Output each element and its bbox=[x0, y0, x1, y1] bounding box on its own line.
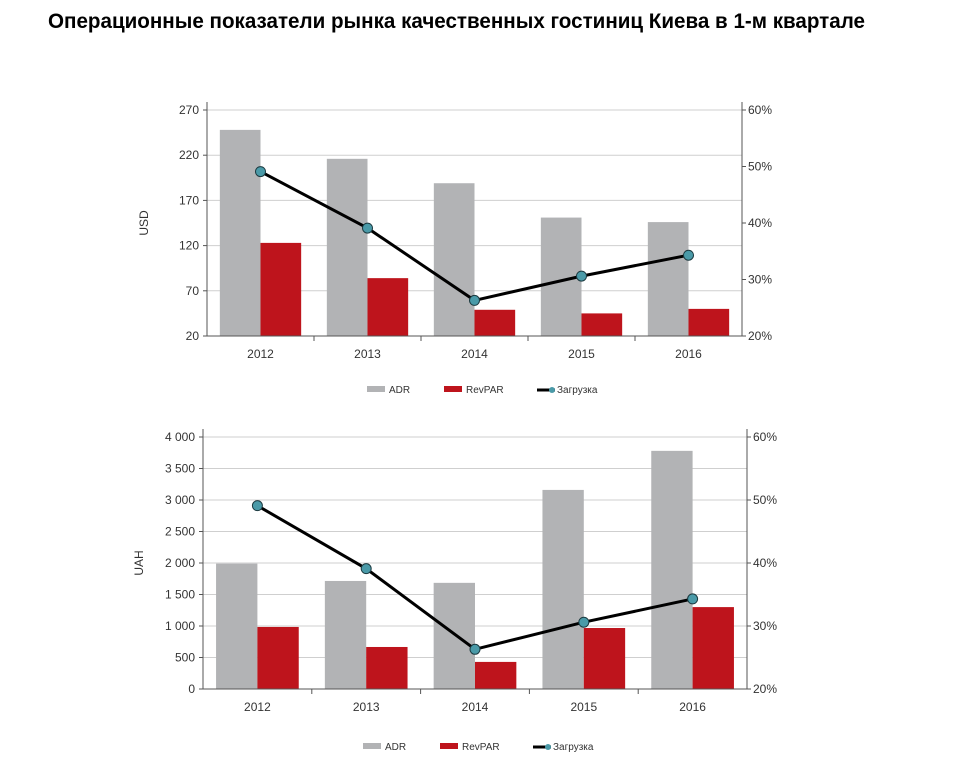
revpar-bar bbox=[688, 308, 730, 336]
y2-tick-label: 60% bbox=[748, 103, 772, 117]
legend-load-marker bbox=[545, 744, 551, 750]
chart-title: Операционные показатели рынка качественн… bbox=[48, 10, 865, 33]
y-tick-label: 4 000 bbox=[165, 430, 195, 444]
y-tick-label: 220 bbox=[179, 148, 199, 162]
revpar-bar bbox=[583, 628, 626, 689]
revpar-bar bbox=[692, 607, 734, 689]
x-tick-label: 2014 bbox=[462, 700, 489, 714]
y2-tick-label: 50% bbox=[748, 160, 772, 174]
adr-bar bbox=[542, 489, 584, 689]
load-point bbox=[362, 222, 373, 234]
legend-revpar-label: RevPAR bbox=[466, 385, 504, 396]
legend-load-label: Загрузка bbox=[557, 385, 598, 396]
load-point bbox=[683, 249, 694, 261]
legend-revpar-swatch bbox=[440, 743, 458, 749]
x-tick-label: 2014 bbox=[461, 347, 488, 361]
revpar-bar bbox=[367, 278, 409, 336]
y-axis-label: USD bbox=[137, 210, 151, 236]
x-tick-label: 2013 bbox=[353, 700, 380, 714]
y2-tick-label: 20% bbox=[748, 329, 772, 343]
adr-bar bbox=[324, 580, 367, 689]
adr-bar bbox=[326, 158, 368, 336]
revpar-bar bbox=[581, 313, 623, 336]
y2-tick-label: 40% bbox=[748, 216, 772, 230]
usd-chart: 20 70 120 170 220 270 20% 30% 40% 50% 60% USD 2012 20… bbox=[137, 102, 772, 396]
x-tick-label: 2012 bbox=[247, 347, 274, 361]
legend-adr-swatch bbox=[367, 386, 385, 392]
load-point bbox=[469, 294, 480, 306]
legend-revpar-swatch bbox=[444, 386, 462, 392]
x-tick-label: 2013 bbox=[354, 347, 381, 361]
y2-tick-label: 60% bbox=[753, 430, 777, 444]
adr-bar bbox=[433, 582, 475, 689]
x-tick-label: 2015 bbox=[568, 347, 595, 361]
adr-bar bbox=[433, 183, 475, 336]
legend-adr-swatch bbox=[363, 743, 381, 749]
y2-tick-label: 30% bbox=[753, 619, 777, 633]
revpar-bar bbox=[260, 242, 302, 336]
revpar-bar bbox=[475, 661, 517, 689]
load-point bbox=[469, 643, 481, 655]
y2-tick-label: 30% bbox=[748, 273, 772, 287]
x-tick-label: 2015 bbox=[570, 700, 597, 714]
adr-bar bbox=[219, 129, 261, 336]
revpar-bar bbox=[474, 309, 516, 336]
revpar-bar bbox=[257, 626, 299, 689]
legend-load-label: Загрузка bbox=[553, 742, 594, 753]
load-point bbox=[578, 616, 590, 628]
load-point bbox=[360, 563, 372, 575]
y-tick-label: 1 500 bbox=[165, 588, 195, 602]
y-tick-label: 2 000 bbox=[165, 556, 195, 570]
x-tick-label: 2012 bbox=[244, 700, 271, 714]
y-tick-label: 3 000 bbox=[165, 493, 195, 507]
y-tick-label: 0 bbox=[188, 682, 195, 696]
y-tick-label: 20 bbox=[186, 329, 200, 343]
legend-adr-label: ADR bbox=[385, 742, 406, 753]
y2-tick-label: 40% bbox=[753, 556, 777, 570]
y-tick-label: 70 bbox=[186, 284, 200, 298]
y-tick-label: 2 500 bbox=[165, 525, 195, 539]
uah-chart: 0 500 1 000 1 500 2 000 2 500 3 000 3 500 4 000 2… bbox=[132, 429, 777, 753]
legend-revpar-label: RevPAR bbox=[462, 742, 500, 753]
revpar-bar bbox=[366, 646, 408, 689]
y-tick-label: 170 bbox=[179, 193, 199, 207]
x-tick-label: 2016 bbox=[675, 347, 702, 361]
y-tick-label: 120 bbox=[179, 239, 199, 253]
y-tick-label: 270 bbox=[179, 103, 199, 117]
adr-bar bbox=[651, 450, 693, 689]
y-tick-label: 3 500 bbox=[165, 462, 195, 476]
load-point bbox=[255, 166, 266, 178]
x-tick-label: 2016 bbox=[679, 700, 706, 714]
load-point bbox=[687, 593, 699, 605]
y-axis-label: UAH bbox=[132, 550, 146, 575]
legend-load-marker bbox=[549, 387, 555, 393]
y-tick-label: 1 000 bbox=[165, 619, 195, 633]
load-point bbox=[251, 500, 263, 512]
y2-tick-label: 50% bbox=[753, 493, 777, 507]
load-point bbox=[576, 270, 587, 282]
adr-bar bbox=[647, 222, 689, 336]
y-tick-label: 500 bbox=[175, 651, 195, 665]
adr-bar bbox=[216, 563, 258, 689]
legend-adr-label: ADR bbox=[389, 385, 410, 396]
y2-tick-label: 20% bbox=[753, 682, 777, 696]
